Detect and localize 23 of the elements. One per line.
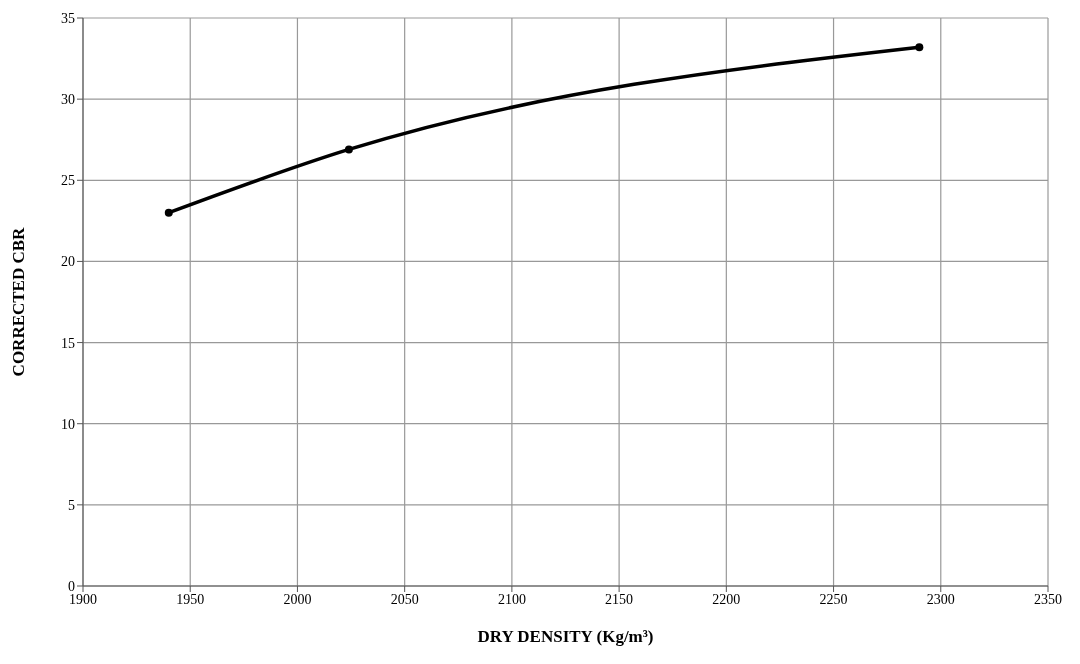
x-tick-label: 2000 <box>283 591 312 607</box>
y-tick-label: 5 <box>68 497 75 513</box>
y-tick-label: 15 <box>61 335 75 351</box>
y-tick-label: 20 <box>61 254 75 270</box>
x-tick-label: 2150 <box>605 591 634 607</box>
x-tick-label: 2200 <box>712 591 741 607</box>
y-axis-title: CORRECTED CBR <box>9 226 29 377</box>
y-tick-label: 25 <box>61 173 75 189</box>
y-tick-label: 10 <box>61 416 75 432</box>
x-tick-label: 1900 <box>69 591 97 607</box>
point <box>344 145 353 154</box>
y-tick-label: 30 <box>61 92 75 108</box>
x-tick-label: 2300 <box>926 591 955 607</box>
x-axis-title: DRY DENSITY (Kg/m³) <box>477 627 654 646</box>
point <box>915 43 924 52</box>
y-tick-label: 35 <box>61 10 75 26</box>
x-tick-label: 1950 <box>176 591 205 607</box>
x-tick-label: 2250 <box>819 591 848 607</box>
x-tick-label: 2100 <box>497 591 526 607</box>
y-tick-label: 0 <box>68 578 75 594</box>
x-tick-label: 2350 <box>1034 591 1062 607</box>
point <box>164 208 173 217</box>
x-tick-label: 2050 <box>390 591 419 607</box>
